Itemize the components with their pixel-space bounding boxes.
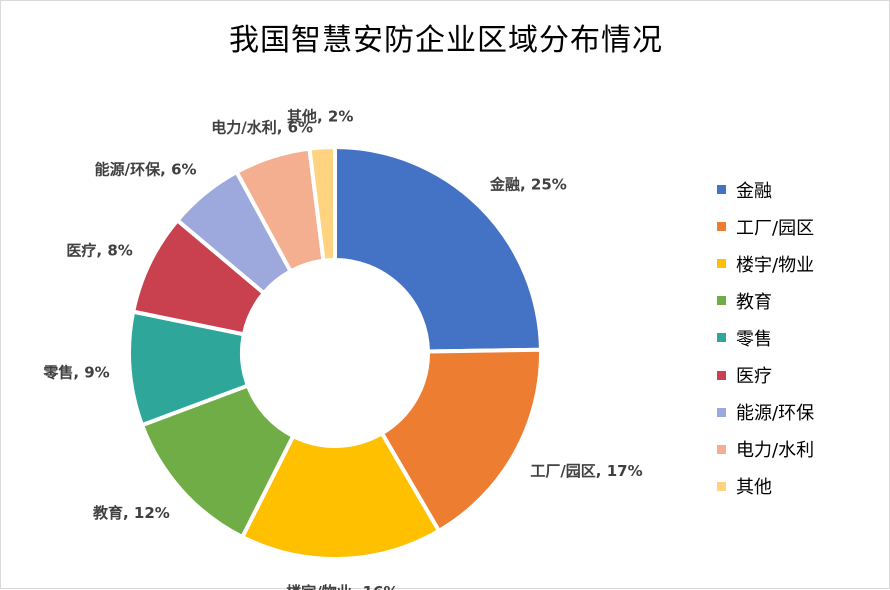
slice-label-0: 金融, 25% (489, 175, 567, 193)
legend-swatch (717, 444, 726, 454)
slice-label-7: 电力/水利, 6% (211, 118, 313, 136)
legend-item: 楼宇/物业 (717, 245, 814, 282)
slice-label-3: 教育, 12% (92, 504, 170, 522)
legend-swatch (717, 296, 726, 306)
legend-item: 工厂/园区 (717, 208, 814, 245)
slice-label-6: 能源/环保, 6% (95, 161, 197, 179)
legend-swatch (717, 185, 726, 195)
legend-item: 其他 (717, 468, 814, 505)
chart-title: 我国智慧安防企业区域分布情况 (229, 23, 663, 58)
slice-label-1: 工厂/园区, 17% (530, 462, 642, 480)
legend-item: 电力/水利 (717, 431, 814, 468)
legend-label: 能源/环保 (736, 403, 815, 425)
slice-8 (307, 145, 337, 263)
chart-legend: 金融工厂/园区楼宇/物业教育零售医疗能源/环保电力/水利其他 (717, 171, 814, 505)
donut-slices (127, 145, 543, 561)
legend-label: 医疗 (736, 366, 772, 388)
slice-labels: 金融, 25% 工厂/园区, 17% 楼宇/物业, 16% 教育, 12% 零售, 9%… (42, 107, 642, 590)
legend-swatch (717, 481, 726, 491)
legend-label: 教育 (736, 291, 772, 313)
legend-item: 能源/环保 (717, 394, 814, 431)
slice-label-4: 零售, 9% (42, 363, 109, 381)
legend-label: 楼宇/物业 (736, 254, 815, 276)
legend-swatch (717, 222, 726, 232)
legend-label: 工厂/园区 (736, 217, 815, 239)
legend-item: 零售 (717, 319, 814, 356)
slice-1 (379, 347, 543, 533)
legend-item: 医疗 (717, 356, 814, 393)
slice-label-2: 楼宇/物业, 16% (286, 583, 398, 590)
legend-swatch (717, 259, 726, 269)
legend-label: 其他 (736, 477, 772, 499)
legend-swatch (717, 407, 726, 417)
slice-label-8: 其他, 2% (287, 107, 353, 125)
legend-label: 零售 (736, 328, 772, 350)
legend-label: 电力/水利 (736, 440, 815, 462)
legend-item: 金融 (717, 171, 814, 208)
slice-0 (333, 145, 543, 354)
legend-item: 教育 (717, 282, 814, 319)
slice-label-5: 医疗, 8% (66, 241, 132, 259)
slice-2 (240, 431, 441, 561)
legend-label: 金融 (736, 180, 772, 202)
legend-swatch (717, 333, 726, 343)
legend-swatch (717, 370, 726, 380)
